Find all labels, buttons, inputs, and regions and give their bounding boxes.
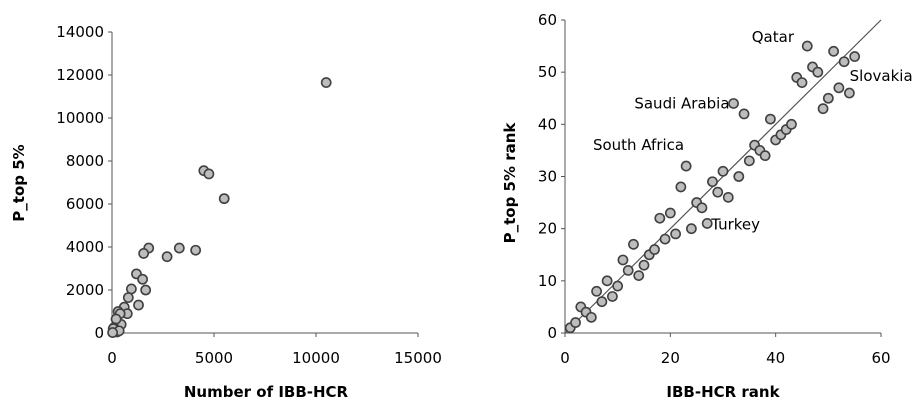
- y-tick-label: 60: [538, 11, 557, 29]
- data-point: [712, 186, 724, 198]
- y-tick-label: 4000: [66, 238, 104, 256]
- tick-labels: 0 2000 4000 6000 8000 10000 12000 14000 0 5000 100…: [56, 23, 442, 367]
- y-tick-label: 0: [547, 324, 557, 342]
- x-tick-label: 0: [560, 349, 570, 367]
- axes: [108, 31, 419, 337]
- x-tick-label: 15000: [394, 349, 442, 367]
- data-point: [812, 66, 824, 78]
- data-point: [801, 40, 813, 52]
- data-point: [833, 82, 845, 94]
- data-point: [570, 317, 581, 328]
- chart-ibb-hcr-vs-p-top5: 0 2000 4000 6000 8000 10000 12000 14000 0 5000 100…: [10, 23, 442, 401]
- x-axis-label: Number of IBB-HCR: [184, 383, 349, 401]
- data-points: [564, 40, 861, 334]
- country-annotations: Qatar Saudi Arabia South Africa Turkey Slova…: [593, 28, 913, 233]
- data-point: [675, 181, 687, 193]
- x-tick-label: 60: [871, 349, 890, 367]
- data-point: [670, 228, 681, 240]
- data-point: [738, 108, 750, 120]
- data-point: [601, 275, 613, 287]
- data-point: [606, 291, 618, 302]
- y-axis-label: P_top 5%: [10, 144, 28, 221]
- data-point: [786, 118, 797, 130]
- data-point: [817, 103, 829, 115]
- data-point: [633, 270, 645, 282]
- data-point: [707, 176, 718, 188]
- x-tick-label: 10000: [292, 349, 340, 367]
- data-point: [717, 165, 729, 177]
- data-point: [622, 264, 634, 276]
- y-tick-label: 10: [538, 272, 557, 290]
- x-tick-label: 0: [107, 349, 117, 367]
- data-point: [701, 218, 713, 229]
- data-point: [838, 56, 850, 68]
- data-point: [596, 296, 608, 308]
- y-tick-label: 50: [538, 63, 557, 81]
- data-point: [664, 207, 676, 219]
- data-point: [107, 327, 119, 338]
- data-point: [654, 212, 666, 224]
- data-point: [685, 223, 697, 235]
- data-point: [612, 280, 624, 292]
- annotation-slovakia: Slovakia: [850, 67, 913, 85]
- x-tick-label: 5000: [195, 349, 233, 367]
- data-point: [203, 168, 215, 180]
- x-axis-label: IBB-HCR rank: [666, 383, 780, 401]
- data-point: [218, 193, 230, 205]
- axes: [561, 19, 882, 337]
- data-point: [828, 45, 839, 57]
- data-point: [728, 98, 739, 109]
- data-point: [638, 259, 650, 271]
- data-point: [743, 155, 755, 167]
- data-point: [133, 299, 144, 311]
- y-tick-label: 2000: [66, 281, 104, 299]
- data-point: [822, 92, 834, 104]
- x-tick-label: 20: [661, 349, 680, 367]
- data-point: [696, 202, 708, 214]
- data-point: [161, 251, 173, 263]
- chart-rank-comparison: 0 10 20 30 40 50 60 0 20 40 60 Qatar Saudi Arabia So…: [501, 11, 913, 401]
- data-point: [722, 191, 734, 203]
- data-point: [617, 254, 629, 266]
- annotation-saudi-arabia: Saudi Arabia: [634, 94, 729, 112]
- data-point: [190, 244, 202, 256]
- y-tick-label: 0: [94, 324, 104, 342]
- y-tick-label: 14000: [56, 23, 104, 41]
- data-point: [591, 285, 602, 297]
- annotation-south-africa: South Africa: [593, 136, 684, 154]
- y-tick-label: 30: [538, 168, 557, 186]
- data-point: [122, 292, 134, 303]
- data-points: [107, 77, 332, 338]
- data-point: [138, 248, 150, 259]
- y-tick-label: 8000: [66, 152, 104, 170]
- data-point: [843, 87, 855, 99]
- y-tick-label: 6000: [66, 195, 104, 213]
- data-point: [110, 313, 122, 325]
- data-point: [796, 77, 808, 88]
- data-point: [849, 51, 861, 62]
- x-tick-label: 40: [766, 349, 785, 367]
- tick-labels: 0 10 20 30 40 50 60 0 20 40 60: [538, 11, 891, 367]
- data-point: [733, 171, 745, 182]
- y-axis-label: P_top 5% rank: [501, 122, 519, 244]
- data-point: [137, 273, 148, 285]
- data-point: [680, 160, 692, 172]
- data-point: [764, 113, 776, 125]
- data-point: [759, 150, 771, 162]
- data-point: [585, 311, 597, 323]
- data-point: [320, 77, 332, 88]
- annotation-qatar: Qatar: [752, 28, 795, 46]
- data-point: [173, 242, 185, 254]
- annotation-turkey: Turkey: [710, 215, 760, 233]
- y-tick-label: 40: [538, 115, 557, 133]
- data-point: [140, 284, 152, 296]
- y-tick-label: 12000: [56, 66, 104, 84]
- data-point: [628, 238, 639, 250]
- y-tick-label: 10000: [56, 109, 104, 127]
- y-tick-label: 20: [538, 220, 557, 238]
- data-point: [649, 244, 660, 255]
- data-point: [659, 233, 671, 245]
